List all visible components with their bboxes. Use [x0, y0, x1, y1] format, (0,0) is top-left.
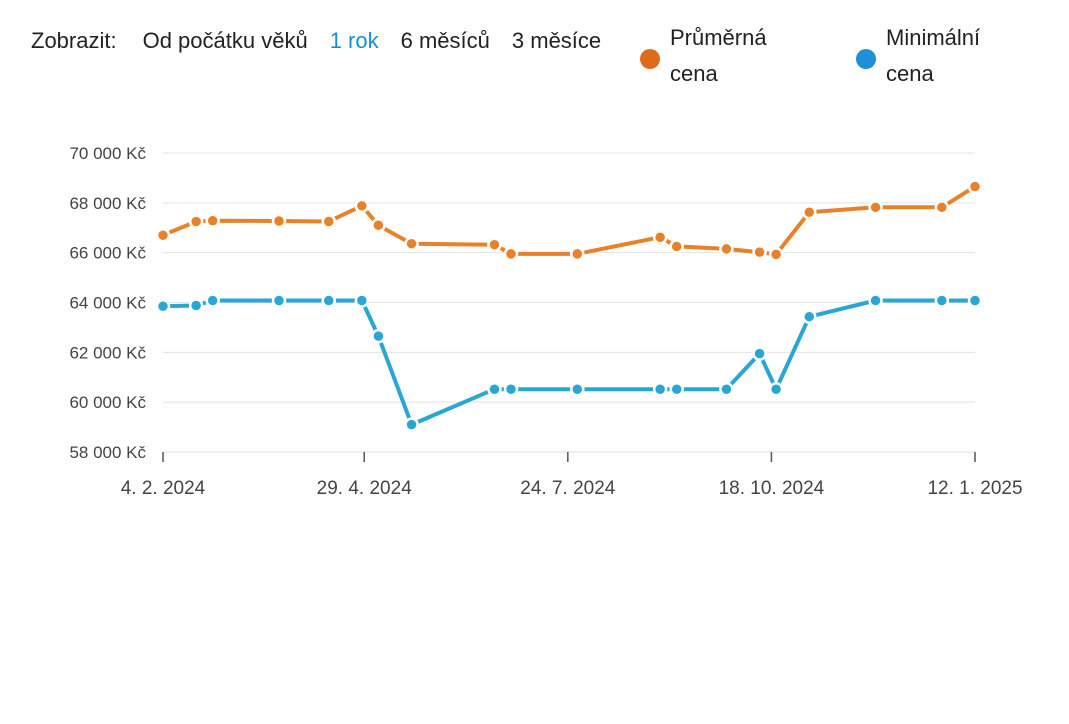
y-tick-label: 62 000 Kč: [69, 343, 146, 362]
data-point-minimum-price: [371, 328, 386, 344]
data-point-minimum-price: [669, 381, 684, 397]
data-point-minimum-price: [570, 381, 585, 397]
y-tick-label: 70 000 Kč: [69, 144, 146, 163]
filter-label: Zobrazit:: [31, 28, 117, 53]
legend-minimum-line1: Minimální: [886, 25, 981, 50]
legend-minimum-line2: cena: [886, 61, 934, 86]
data-point-average-price: [752, 244, 767, 260]
data-point-average-price: [802, 205, 817, 220]
data-point-minimum-price: [768, 381, 784, 397]
data-point-average-price: [271, 213, 287, 229]
data-point-minimum-price: [404, 417, 419, 432]
series-line-minimum-price: [161, 298, 977, 427]
period-filter: Zobrazit: Od počátku věků 1 rok 6 měsíců 3 m…: [31, 16, 601, 66]
series-line-average-price: [161, 184, 977, 257]
legend-swatch-minimum: [856, 49, 876, 69]
data-point-minimum-price: [967, 293, 983, 308]
data-point-average-price: [155, 227, 171, 243]
data-point-minimum-price: [652, 381, 668, 397]
data-point-average-price: [719, 241, 734, 257]
data-point-average-price: [321, 214, 336, 229]
y-tick-label: 64 000 Kč: [69, 294, 146, 313]
x-tick-label: 4. 2. 2024: [121, 478, 206, 499]
legend-swatch-average: [640, 49, 660, 69]
data-point-minimum-price: [752, 346, 767, 361]
y-tick-label: 58 000 Kč: [69, 443, 146, 462]
y-tick-label: 68 000 Kč: [69, 194, 146, 213]
filter-option-1-year[interactable]: 1 rok: [329, 28, 379, 53]
filter-option-6-months[interactable]: 6 měsíců: [400, 28, 490, 53]
legend-item-average-price[interactable]: Průměrná cena: [640, 20, 790, 92]
data-point-minimum-price: [719, 381, 734, 397]
x-tick-label: 18. 10. 2024: [719, 478, 825, 499]
filter-option-all-time[interactable]: Od počátku věků: [142, 28, 308, 53]
data-point-average-price: [570, 246, 585, 262]
data-point-minimum-price: [205, 293, 220, 308]
data-point-average-price: [503, 246, 519, 262]
legend-average-line1: Průměrná: [670, 25, 767, 50]
data-point-average-price: [404, 236, 419, 251]
data-point-minimum-price: [934, 293, 950, 308]
data-point-average-price: [205, 213, 220, 229]
data-point-minimum-price: [321, 293, 336, 308]
data-point-average-price: [188, 214, 204, 229]
data-point-average-price: [652, 229, 668, 245]
data-point-minimum-price: [354, 293, 370, 308]
data-point-average-price: [487, 237, 502, 252]
data-point-average-price: [354, 198, 370, 214]
data-point-minimum-price: [503, 381, 519, 397]
legend-average-line2: cena: [670, 61, 718, 86]
data-point-minimum-price: [487, 381, 502, 397]
data-point-average-price: [967, 179, 983, 194]
x-tick-label: 12. 1. 2025: [927, 478, 1022, 499]
x-tick-label: 29. 4. 2024: [317, 478, 413, 499]
data-point-minimum-price: [271, 293, 287, 308]
data-point-minimum-price: [868, 293, 883, 308]
data-point-minimum-price: [155, 298, 171, 314]
y-tick-label: 66 000 Kč: [69, 244, 146, 263]
data-point-average-price: [768, 247, 784, 262]
y-tick-label: 60 000 Kč: [69, 393, 146, 412]
data-point-average-price: [934, 200, 950, 215]
data-point-average-price: [371, 218, 386, 233]
filter-option-3-months[interactable]: 3 měsíce: [511, 28, 602, 53]
x-tick-label: 24. 7. 2024: [520, 478, 616, 499]
data-point-minimum-price: [802, 309, 817, 324]
data-point-minimum-price: [188, 298, 204, 313]
data-point-average-price: [669, 239, 684, 254]
data-point-average-price: [868, 200, 883, 215]
legend-item-minimum-price[interactable]: Minimální cena: [856, 20, 1006, 92]
